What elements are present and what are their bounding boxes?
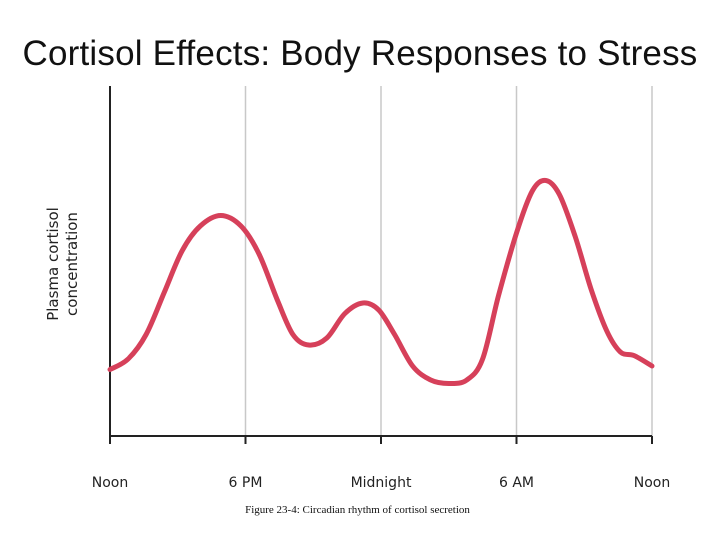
series-line [107,177,655,387]
figure-caption: Figure 23-4: Circadian rhythm of cortiso… [245,504,470,516]
x-tick-label: 6 PM [229,475,263,491]
x-tick-label: Noon [92,475,128,491]
y-axis-label: Plasma cortisol [44,207,62,321]
y-axis-label: concentration [63,212,81,316]
x-tick-label: Midnight [351,475,412,491]
x-tick-label: 6 AM [499,475,534,491]
slide-title: Cortisol Effects: Body Responses to Stre… [22,34,698,73]
x-tick-label: Noon [634,475,670,491]
